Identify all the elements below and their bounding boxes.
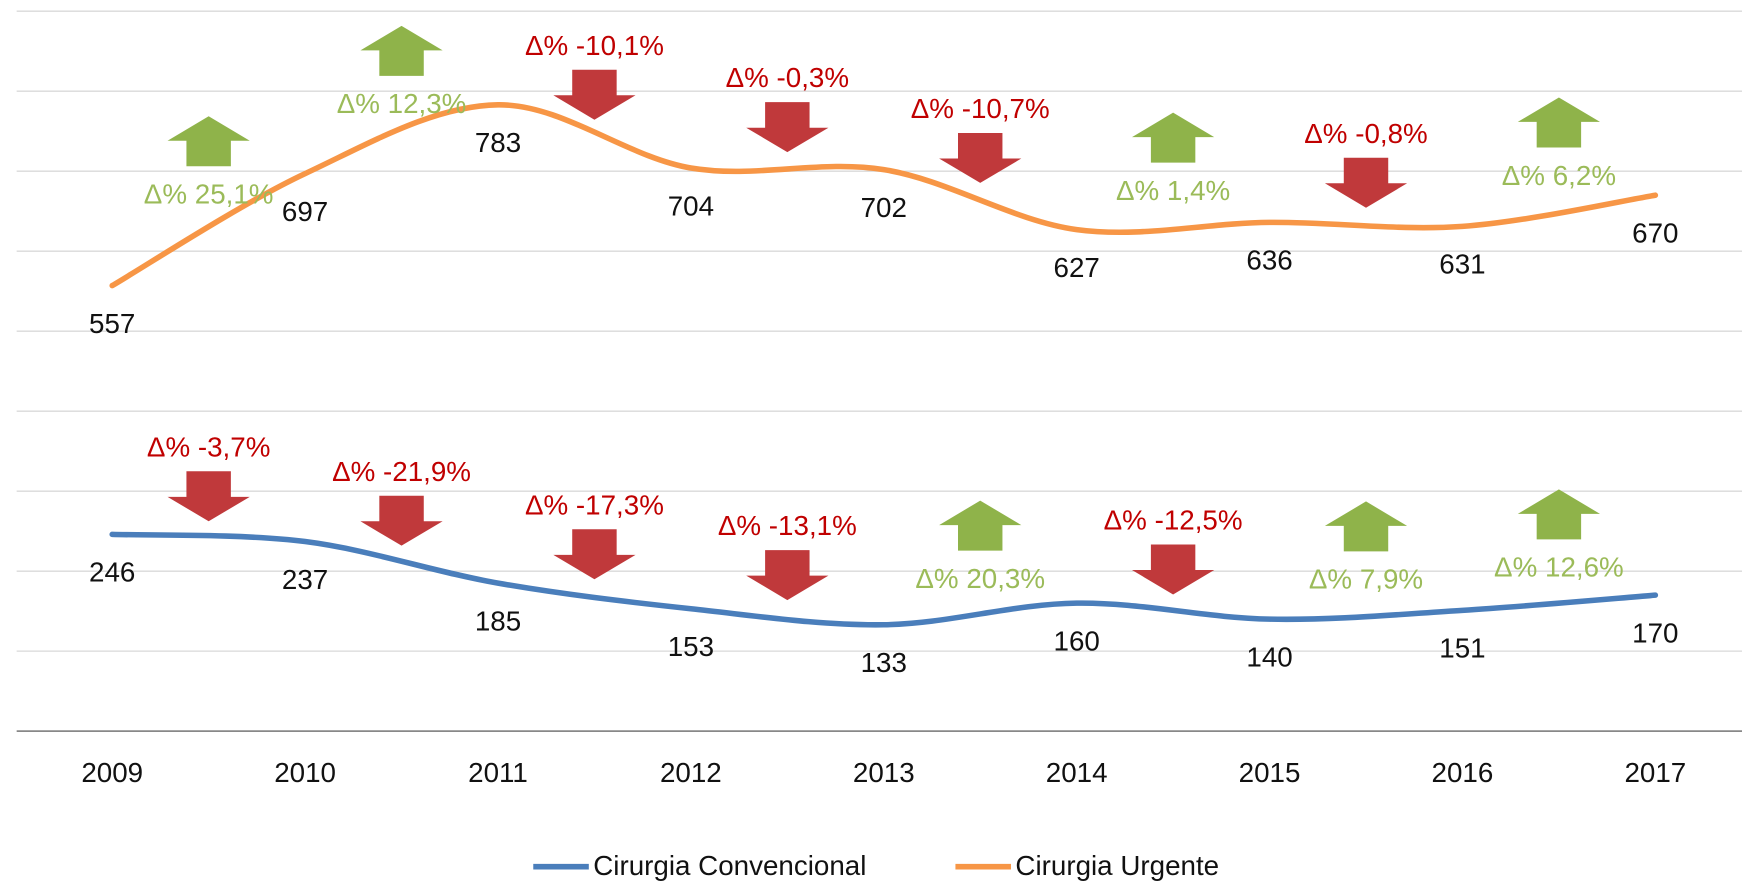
data-label: 160 — [1054, 625, 1100, 656]
change-label: Δ% 20,3% — [915, 563, 1045, 594]
x-tick-label: 2016 — [1432, 757, 1494, 788]
change-label: Δ% -17,3% — [525, 489, 664, 520]
up-arrow — [1324, 501, 1408, 552]
data-label: 185 — [475, 605, 521, 636]
x-tick-label: 2009 — [81, 757, 143, 788]
data-label: 704 — [668, 190, 714, 221]
x-tick-label: 2012 — [660, 757, 722, 788]
legend-label: Cirurgia Convencional — [593, 850, 866, 881]
line-series — [109, 531, 1659, 628]
down-arrow — [1132, 544, 1215, 595]
down-arrow — [553, 529, 636, 580]
data-label: 670 — [1632, 218, 1678, 249]
data-label: 557 — [89, 308, 135, 339]
change-label: Δ% -10,1% — [525, 30, 664, 61]
x-tick-label: 2017 — [1624, 757, 1686, 788]
up-arrow — [360, 25, 443, 76]
data-label: 702 — [861, 192, 907, 223]
data-label: 133 — [861, 647, 907, 678]
change-label: Δ% -0,8% — [1304, 118, 1427, 149]
up-arrow — [1517, 489, 1601, 540]
down-arrow — [746, 550, 829, 601]
data-label: 237 — [282, 564, 328, 595]
down-arrow — [746, 102, 829, 153]
change-label: Δ% 12,6% — [1494, 552, 1624, 583]
data-label: 151 — [1439, 633, 1485, 664]
change-label: Δ% -0,3% — [726, 62, 849, 93]
data-label: 627 — [1054, 252, 1100, 283]
change-label: Δ% -21,9% — [332, 456, 471, 487]
up-arrow — [1517, 97, 1601, 148]
data-label: 631 — [1439, 249, 1485, 280]
change-label: Δ% -12,5% — [1104, 505, 1243, 536]
down-arrow — [360, 495, 443, 546]
x-tick-label: 2011 — [468, 757, 528, 788]
down-arrow — [553, 69, 636, 120]
up-arrow — [939, 500, 1022, 551]
x-tick-label: 2014 — [1046, 757, 1108, 788]
change-label: Δ% 12,3% — [337, 88, 467, 119]
down-arrow — [167, 471, 250, 522]
change-label: Δ% 7,9% — [1309, 564, 1423, 595]
data-label: 140 — [1246, 641, 1292, 672]
change-label: Δ% -10,7% — [911, 93, 1050, 124]
x-tick-label: 2013 — [853, 757, 915, 788]
change-label: Δ% 25,1% — [144, 179, 274, 210]
data-label: 636 — [1246, 245, 1292, 276]
change-label: Δ% -3,7% — [147, 431, 270, 462]
up-arrow — [1132, 112, 1215, 163]
change-label: Δ% 6,2% — [1502, 160, 1616, 191]
change-label: Δ% -13,1% — [718, 510, 857, 541]
data-label: 783 — [475, 127, 521, 158]
down-arrow — [1324, 157, 1408, 208]
line-series — [109, 102, 1659, 289]
x-tick-label: 2015 — [1239, 757, 1301, 788]
down-arrow — [939, 132, 1022, 183]
x-tick-label: 2010 — [274, 757, 336, 788]
data-label: 153 — [668, 631, 714, 662]
legend-label: Cirurgia Urgente — [1015, 850, 1219, 881]
change-label: Δ% 1,4% — [1116, 175, 1230, 206]
data-label: 246 — [89, 557, 135, 588]
up-arrow — [167, 116, 250, 167]
data-label: 697 — [282, 196, 328, 227]
data-label: 170 — [1632, 617, 1678, 648]
